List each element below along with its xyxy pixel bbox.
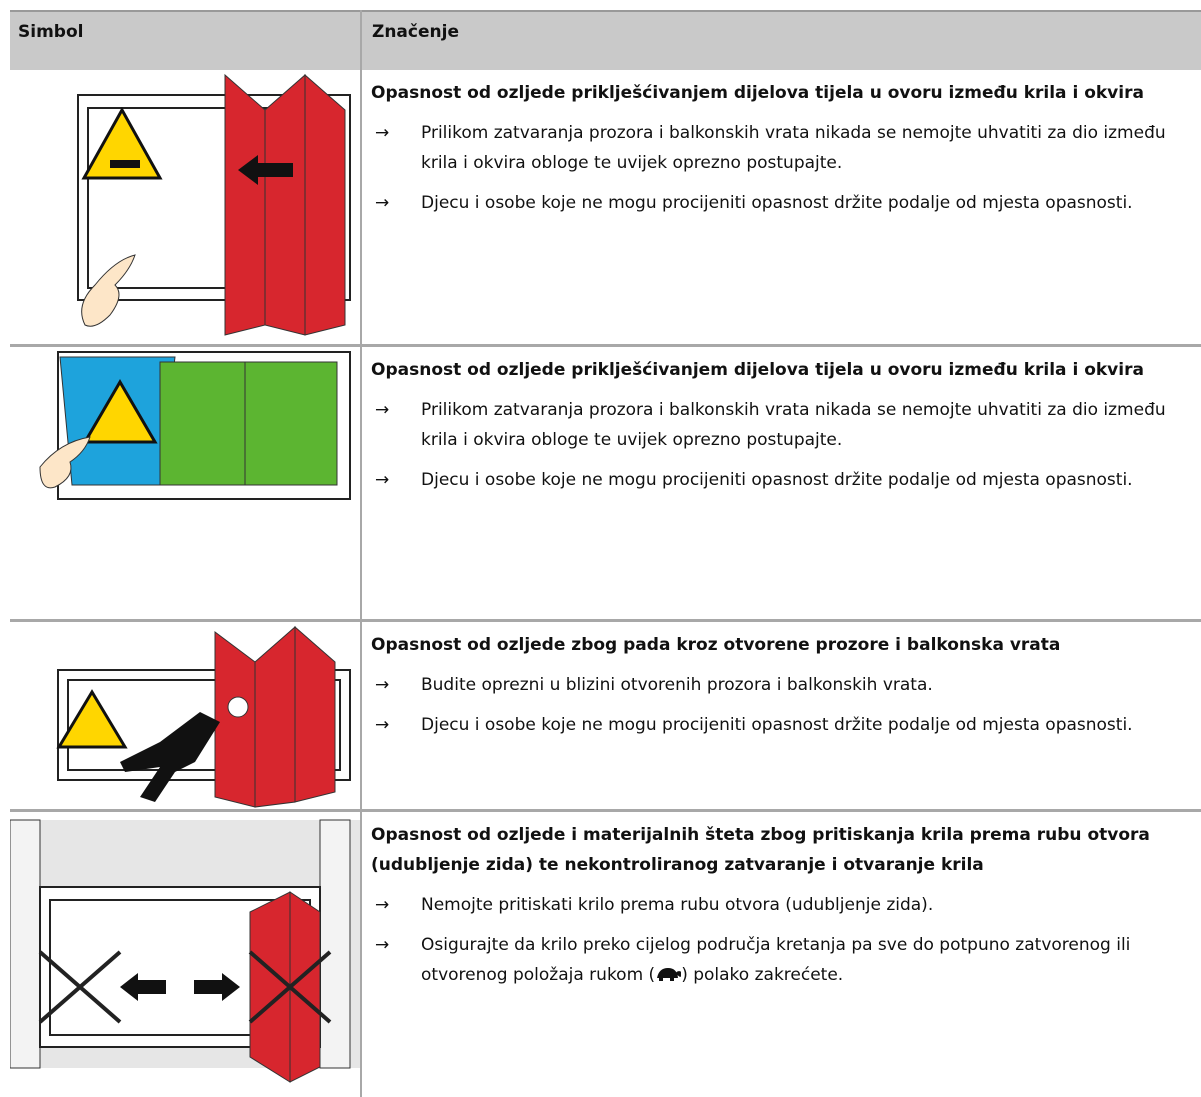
bullet-item: → Budite oprezni u blizini otvorenih proz… [371, 670, 1201, 700]
row-title: Opasnost od ozljede i materijalnih šteta… [371, 825, 1150, 875]
bullet-item: → Prilikom zatvaranja prozora i balkonski… [371, 118, 1201, 178]
bullet-text: Djecu i osobe koje ne mogu procijeniti o… [421, 193, 1133, 213]
bullet-item: → Prilikom zatvaranja prozora i balkonski… [371, 395, 1201, 455]
cell-text: Opasnost od ozljede priklješćivanjem dij… [371, 78, 1201, 228]
bullet-text: Prilikom zatvaranja prozora i balkonskih… [421, 123, 1166, 173]
illustration [56, 625, 351, 808]
bullet-text: Osigurajte da krilo preko cijelog područ… [421, 935, 1131, 985]
illustration [77, 73, 351, 336]
row-separator [10, 809, 1201, 812]
bullet-item: → Nemojte pritiskati krilo prema rubu otv… [371, 890, 1201, 920]
table-row: Opasnost od ozljede priklješćivanjem dij… [10, 347, 1201, 620]
cell-text: Opasnost od ozljede priklješćivanjem dij… [371, 355, 1201, 505]
row-separator [10, 344, 1201, 347]
column-header: Značenje [372, 22, 459, 42]
row-title: Opasnost od ozljede priklješćivanjem dij… [371, 360, 1144, 380]
bullet-text: ) polako zakrećete. [681, 965, 844, 985]
row-title: Opasnost od ozljede priklješćivanjem dij… [371, 83, 1144, 103]
illustration [39, 351, 351, 500]
cell-text: Opasnost od ozljede i materijalnih šteta… [371, 820, 1201, 1000]
bullet-item: → Djecu i osobe koje ne mogu procijeniti … [371, 188, 1201, 218]
table-header: Simbol Značenje [10, 10, 1201, 70]
bullet-arrow: → [375, 470, 390, 490]
bullet-arrow: → [375, 193, 390, 213]
column-divider [360, 10, 362, 1097]
bullet-item: → Osigurajte da krilo preko cijelog podru… [371, 930, 1201, 990]
column-header: Simbol [18, 22, 84, 42]
bullet-text: Prilikom zatvaranja prozora i balkonskih… [421, 400, 1166, 450]
bullet-arrow: → [375, 400, 390, 420]
bullet-arrow: → [375, 675, 390, 695]
row-title: Opasnost od ozljede zbog pada kroz otvor… [371, 635, 1061, 655]
bullet-arrow: → [375, 123, 390, 143]
table-row: Opasnost od ozljede zbog pada kroz otvor… [10, 622, 1201, 810]
bullet-arrow: → [375, 715, 390, 735]
row-separator [10, 619, 1201, 622]
table-row: Opasnost od ozljede priklješćivanjem dij… [10, 70, 1201, 345]
bullet-item: → Djecu i osobe koje ne mogu procijeniti … [371, 465, 1201, 495]
bullet-arrow: → [375, 935, 390, 955]
bullet-text: Djecu i osobe koje ne mogu procijeniti o… [421, 715, 1133, 735]
bullet-text: Nemojte pritiskati krilo prema rubu otvo… [421, 895, 934, 915]
bullet-arrow: → [375, 895, 390, 915]
bullet-text: Djecu i osobe koje ne mogu procijeniti o… [421, 470, 1133, 490]
cell-text: Opasnost od ozljede zbog pada kroz otvor… [371, 630, 1201, 750]
turtle-icon [657, 968, 683, 981]
bullet-text: Budite oprezni u blizini otvorenih prozo… [421, 675, 933, 695]
bullet-item: → Djecu i osobe koje ne mogu procijeniti … [371, 710, 1201, 740]
illustration [10, 819, 360, 1083]
table-row: Opasnost od ozljede i materijalnih šteta… [10, 812, 1201, 1097]
